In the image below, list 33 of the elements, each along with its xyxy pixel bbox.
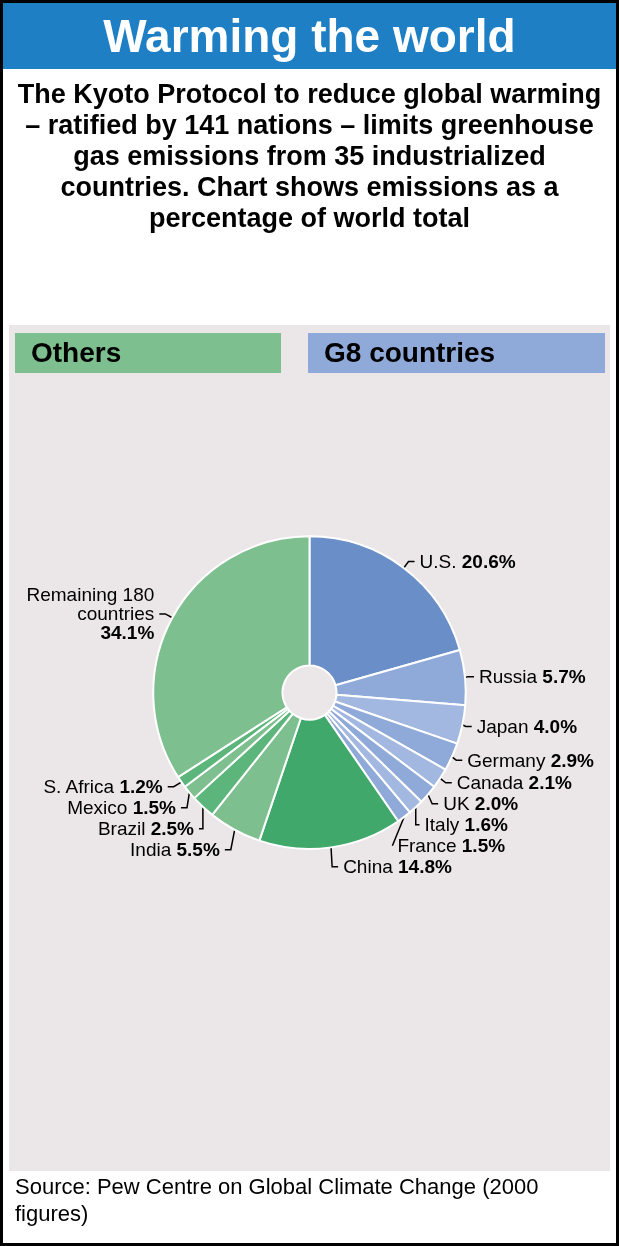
data-label: 5.5% [176, 839, 220, 861]
text: Others [15, 333, 281, 373]
slice-label: Mexico [67, 797, 133, 819]
slice-label: India [130, 839, 177, 861]
slice-label: Germany [467, 749, 551, 771]
data-label: 2.0% [474, 793, 519, 815]
slice-label: UK [443, 793, 475, 815]
slice-label: France [397, 835, 462, 857]
slice-label: Brazil [97, 818, 151, 840]
data-label: 2.9% [550, 749, 595, 771]
slice-label: Japan [476, 715, 534, 737]
data-label: 34.1% [100, 622, 155, 644]
data-label: 1.5% [132, 797, 177, 819]
data-label: 5.7% [542, 666, 586, 688]
slice-label: Remaining 180 countries [26, 584, 155, 625]
slice-label: Canada [456, 772, 529, 794]
data-label: 4.0% [533, 715, 578, 737]
data-label: 1.5% [461, 835, 506, 857]
text: G8 countries [308, 333, 605, 373]
data-label: 2.1% [528, 772, 572, 794]
data-label: 14.8% [398, 856, 453, 878]
chart-subtitle: The Kyoto Protocol to reduce global warming – ratified by 141 nations – limits greenhouse gas emissions from 35 industrialized countries. Chart shows emissions as a percentage of world total [16, 78, 603, 235]
slice-label: China [343, 856, 399, 878]
data-label: 20.6% [461, 551, 516, 573]
chart-title: Warming the world [3, 3, 616, 69]
data-label: 2.5% [150, 818, 195, 840]
slice-label: Italy [424, 814, 465, 836]
slice-label: S. Africa [43, 776, 120, 798]
data-label: 1.6% [464, 814, 509, 836]
source-note: Source: Pew Centre on Global Climate Change (2000 figures) [15, 1173, 540, 1227]
data-label: 1.2% [119, 776, 163, 798]
slice-label: U.S. [419, 551, 462, 573]
slice-label: Russia [479, 666, 543, 688]
